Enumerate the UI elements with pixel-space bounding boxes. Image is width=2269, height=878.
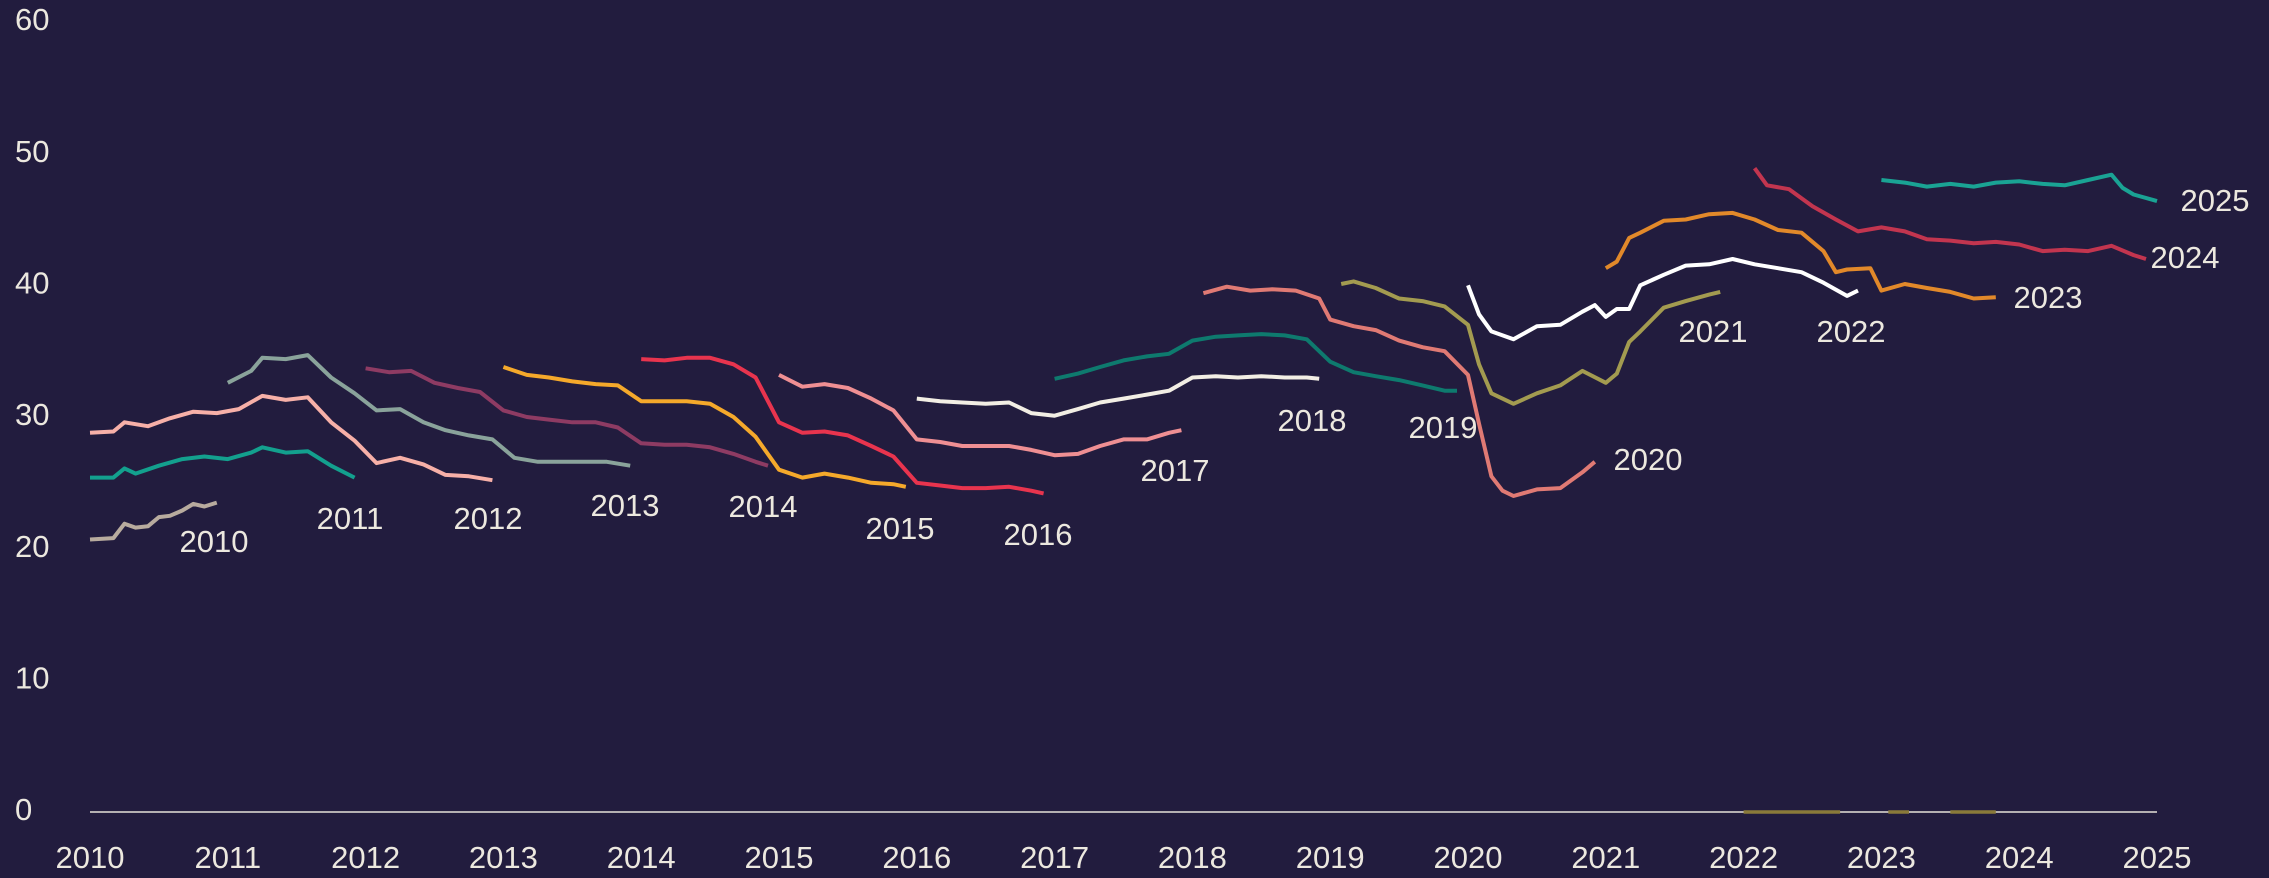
series-label: 2014	[729, 489, 798, 524]
series-label: 2017	[1141, 453, 1210, 488]
y-tick-label: 20	[15, 529, 49, 564]
series-line	[226, 353, 631, 468]
series-label: 2019	[1409, 410, 1478, 445]
series-label: 2024	[2151, 240, 2220, 275]
series-label: 2016	[1004, 517, 1073, 552]
series-label: 2020	[1614, 442, 1683, 477]
x-tick-label: 2024	[1985, 840, 2054, 875]
x-tick-label: 2020	[1434, 840, 1503, 875]
series-label: 2021	[1679, 314, 1748, 349]
x-tick-label: 2016	[882, 840, 951, 875]
series-line	[89, 393, 493, 483]
series-label: 2025	[2181, 183, 2250, 218]
series-line	[641, 355, 1045, 496]
series-label: 2010	[180, 524, 249, 559]
x-tick-label: 2017	[1020, 840, 1089, 875]
series-label: 2011	[317, 501, 384, 536]
x-tick-label: 2011	[194, 840, 261, 875]
series-line	[1202, 284, 1597, 498]
y-tick-label: 0	[15, 792, 32, 827]
x-tick-label: 2023	[1847, 840, 1916, 875]
x-tick-label: 2018	[1158, 840, 1227, 875]
series-label: 2013	[591, 488, 660, 523]
x-tick-label: 2022	[1709, 840, 1778, 875]
series-line	[1054, 332, 1457, 393]
y-tick-label: 10	[15, 661, 49, 696]
x-tick-label: 2015	[745, 840, 814, 875]
series-line	[1340, 279, 1721, 406]
series-line	[365, 366, 769, 468]
x-tick-label: 2019	[1296, 840, 1365, 875]
series-line	[89, 500, 218, 542]
series-label: 2015	[866, 511, 935, 546]
series-line	[502, 365, 907, 489]
x-tick-label: 2012	[331, 840, 400, 875]
x-tick-label: 2014	[607, 840, 676, 875]
series-label: 2012	[454, 501, 523, 536]
series-line	[90, 445, 356, 480]
series-label: 2022	[1817, 314, 1886, 349]
series-label: 2018	[1278, 403, 1347, 438]
y-tick-label: 30	[15, 397, 49, 432]
series-line	[778, 373, 1182, 458]
series-line	[1604, 210, 1996, 301]
x-tick-label: 2025	[2123, 840, 2192, 875]
series-line	[1881, 172, 2158, 204]
x-tick-label: 2021	[1571, 840, 1640, 875]
series-line	[1752, 167, 2147, 261]
y-tick-label: 50	[15, 134, 49, 169]
series-line	[1466, 257, 1859, 342]
y-tick-label: 60	[15, 2, 49, 37]
y-tick-label: 40	[15, 266, 49, 301]
series-label: 2023	[2014, 280, 2083, 315]
series-line	[916, 374, 1320, 418]
x-tick-label: 2013	[469, 840, 538, 875]
x-tick-label: 2010	[56, 840, 125, 875]
